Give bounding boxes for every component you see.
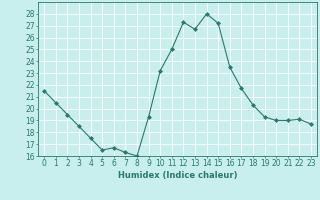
X-axis label: Humidex (Indice chaleur): Humidex (Indice chaleur) bbox=[118, 171, 237, 180]
